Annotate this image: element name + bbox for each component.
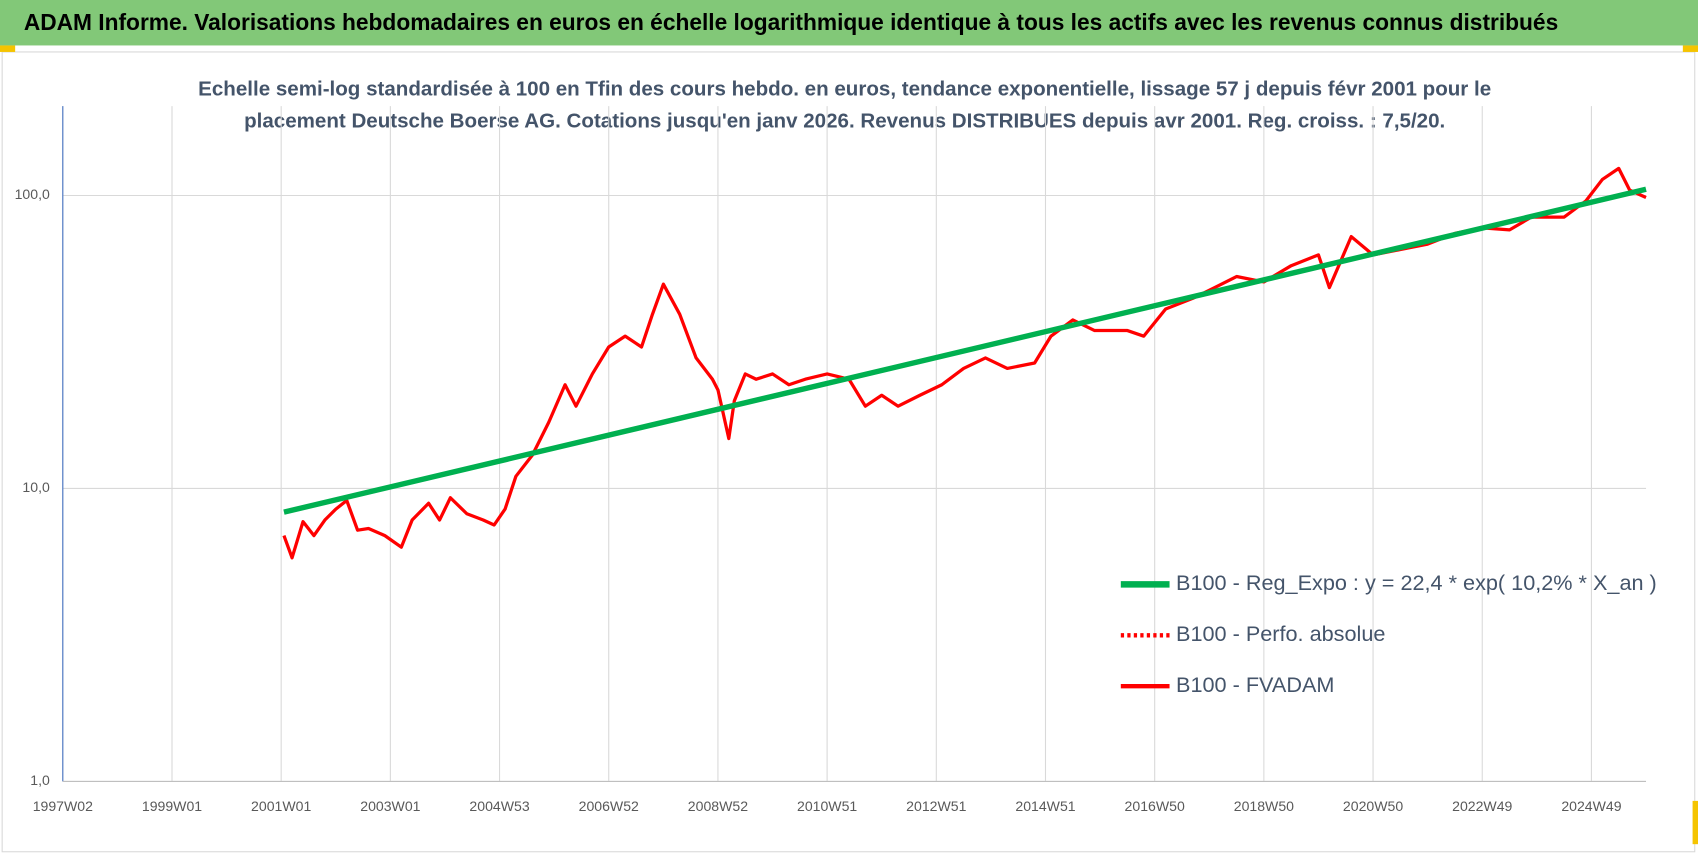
legend-label: B100 - FVADAM (1176, 672, 1334, 697)
x-tick-label: 2016W50 (1125, 798, 1185, 814)
x-tick-label: 2012W51 (906, 798, 966, 814)
y-tick-label: 100,0 (15, 186, 50, 202)
x-tick-label: 2014W51 (1015, 798, 1075, 814)
x-tick-label: 2004W53 (469, 798, 529, 814)
x-tick-label: 1997W02 (33, 798, 93, 814)
header-title: ADAM Informe. Valorisations hebdomadaire… (24, 9, 1558, 35)
corner-mark (0, 45, 16, 52)
x-tick-label: 2008W52 (688, 798, 748, 814)
legend-label: B100 - Reg_Expo : y = 22,4 * exp( 10,2% … (1176, 570, 1657, 595)
x-tick-label: 2022W49 (1452, 798, 1512, 814)
y-tick-label: 10,0 (22, 479, 50, 495)
x-tick-label: 2010W51 (797, 798, 857, 814)
x-tick-label: 2001W01 (251, 798, 311, 814)
x-tick-label: 2024W49 (1561, 798, 1621, 814)
x-tick-label: 2018W50 (1234, 798, 1294, 814)
series-line (283, 186, 1647, 515)
x-tick-label: 2003W01 (360, 798, 420, 814)
corner-mark (1682, 45, 1698, 52)
y-tick-label: 1,0 (30, 772, 50, 788)
chart-title: Echelle semi-log standardisée à 100 en T… (198, 77, 1491, 100)
x-tick-label: 1999W01 (142, 798, 202, 814)
legend-label: B100 - Perfo. absolue (1176, 621, 1385, 646)
chart-frame (1, 51, 1696, 853)
header-bar (0, 0, 1698, 46)
corner-mark (1692, 800, 1698, 845)
x-tick-label: 2006W52 (579, 798, 639, 814)
chart-title: placement Deutsche Boerse AG. Cotations … (244, 110, 1445, 133)
x-tick-label: 2020W50 (1343, 798, 1403, 814)
series-line (282, 166, 1647, 560)
